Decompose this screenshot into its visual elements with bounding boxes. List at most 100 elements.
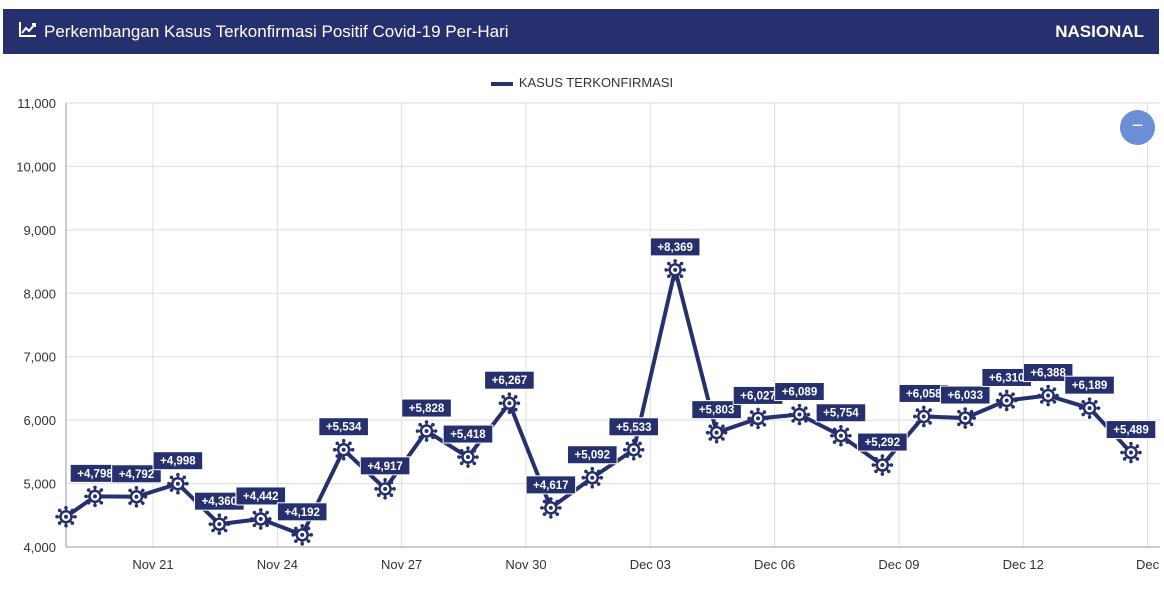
header-title-group: Perkembangan Kasus Terkonfirmasi Positif…: [18, 9, 509, 54]
virus-marker-icon: [912, 405, 935, 428]
svg-text:+5,754: +5,754: [823, 408, 859, 420]
virus-marker-icon: [84, 485, 106, 508]
x-tick-label: Nov 27: [381, 557, 422, 572]
y-tick-label: 8,000: [23, 286, 56, 301]
svg-text:+6,027: +6,027: [740, 390, 776, 402]
svg-text:+4,617: +4,617: [533, 480, 569, 492]
line-chart-icon: [18, 20, 38, 43]
y-tick-label: 11,000: [17, 96, 56, 111]
data-label: +4,998: [152, 451, 204, 471]
svg-text:+4,792: +4,792: [119, 469, 155, 481]
svg-text:+5,489: +5,489: [1113, 425, 1149, 437]
virus-marker-icon: [581, 466, 604, 489]
svg-text:+4,192: +4,192: [284, 507, 320, 519]
virus-marker-icon: [1037, 384, 1059, 407]
svg-text:+5,534: +5,534: [326, 422, 362, 434]
data-label: +4,917: [359, 456, 411, 476]
virus-marker-icon: [830, 424, 852, 447]
chart-header: Perkembangan Kasus Terkonfirmasi Positif…: [3, 9, 1159, 54]
data-label: +5,092: [566, 445, 618, 465]
y-tick-label: 4,000: [23, 540, 56, 555]
virus-marker-icon: [747, 407, 769, 430]
data-label: +5,754: [815, 403, 867, 423]
y-tick-label: 10,000: [16, 159, 56, 174]
virus-marker-icon: [954, 407, 977, 429]
legend-label: KASUS TERKONFIRMASI: [518, 75, 674, 90]
x-tick-label: Nov 24: [257, 557, 298, 572]
svg-text:+6,388: +6,388: [1030, 368, 1066, 380]
x-tick-label: Dec 03: [630, 557, 671, 572]
x-tick-label: Nov 30: [505, 557, 546, 572]
x-tick-label: Dec 12: [1003, 557, 1044, 572]
data-label: +4,192: [276, 502, 328, 522]
svg-text:+6,310: +6,310: [989, 372, 1025, 384]
svg-text:+4,798: +4,798: [77, 468, 113, 480]
data-label: +5,828: [401, 398, 452, 418]
virus-marker-icon: [498, 392, 521, 415]
virus-marker-icon: [1078, 397, 1101, 419]
data-label: +4,442: [235, 486, 287, 506]
virus-marker-icon: [705, 421, 728, 444]
svg-text:+5,803: +5,803: [699, 405, 735, 417]
y-tick-label: 9,000: [23, 223, 56, 238]
data-label: +6,388: [1022, 363, 1074, 383]
virus-marker-icon: [291, 524, 314, 546]
virus-marker-icon: [540, 497, 562, 519]
data-label: +5,803: [691, 400, 742, 420]
svg-text:+4,360: +4,360: [202, 496, 238, 508]
region-label: NASIONAL: [1055, 22, 1144, 41]
virus-marker-icon: [125, 485, 148, 508]
x-tick-label: Dec: [1136, 557, 1160, 572]
data-label: +5,533: [608, 417, 660, 437]
svg-text:+5,533: +5,533: [616, 422, 652, 434]
data-label: +5,418: [442, 424, 494, 444]
data-label: +5,489: [1105, 420, 1157, 440]
page-title: Perkembangan Kasus Terkonfirmasi Positif…: [44, 21, 509, 41]
legend-swatch: [490, 81, 513, 86]
svg-text:+4,442: +4,442: [243, 491, 279, 503]
svg-text:+6,058: +6,058: [906, 388, 942, 400]
data-label: +6,189: [1064, 375, 1115, 395]
data-label: +4,617: [525, 475, 577, 495]
virus-marker-icon: [622, 438, 645, 461]
data-label: +6,310: [981, 367, 1032, 387]
svg-text:+8,369: +8,369: [657, 242, 693, 254]
data-label: +6,089: [774, 381, 825, 401]
svg-text:+6,189: +6,189: [1072, 380, 1108, 392]
virus-marker-icon: [457, 446, 479, 468]
svg-text:+4,917: +4,917: [367, 461, 403, 473]
virus-marker-icon: [1120, 441, 1142, 464]
virus-marker-icon: [415, 420, 438, 442]
zoom-out-button[interactable]: −: [1120, 110, 1155, 145]
virus-marker-icon: [871, 454, 894, 476]
virus-marker-icon: [167, 472, 189, 495]
virus-marker-icon: [788, 403, 811, 426]
y-tick-label: 6,000: [23, 413, 56, 428]
svg-text:+5,292: +5,292: [865, 437, 901, 449]
svg-text:+5,092: +5,092: [575, 450, 611, 462]
data-label: +6,033: [939, 385, 991, 405]
x-tick-label: Dec 09: [878, 557, 919, 572]
data-label: +4,792: [111, 464, 162, 484]
y-tick-label: 5,000: [23, 477, 56, 492]
virus-marker-icon: [664, 259, 686, 281]
x-tick-label: Nov 21: [132, 557, 173, 572]
zoom-out-icon: −: [1131, 115, 1144, 137]
chart-legend[interactable]: KASUS TERKONFIRMASI: [0, 75, 1164, 90]
svg-text:+6,033: +6,033: [947, 390, 983, 402]
virus-marker-icon: [995, 389, 1018, 412]
virus-marker-icon: [374, 478, 396, 500]
virus-marker-icon: [208, 513, 231, 535]
x-tick-label: Dec 06: [754, 557, 795, 572]
svg-text:+6,267: +6,267: [492, 375, 528, 387]
data-label: +6,267: [484, 370, 535, 390]
virus-marker-icon: [332, 438, 355, 461]
virus-marker-icon: [249, 508, 272, 530]
svg-text:+6,089: +6,089: [782, 386, 818, 398]
svg-text:+4,998: +4,998: [160, 456, 196, 468]
data-label: +5,534: [318, 417, 369, 437]
virus-marker-icon: [55, 505, 77, 528]
svg-text:+5,418: +5,418: [450, 429, 486, 441]
svg-text:+5,828: +5,828: [409, 403, 445, 415]
